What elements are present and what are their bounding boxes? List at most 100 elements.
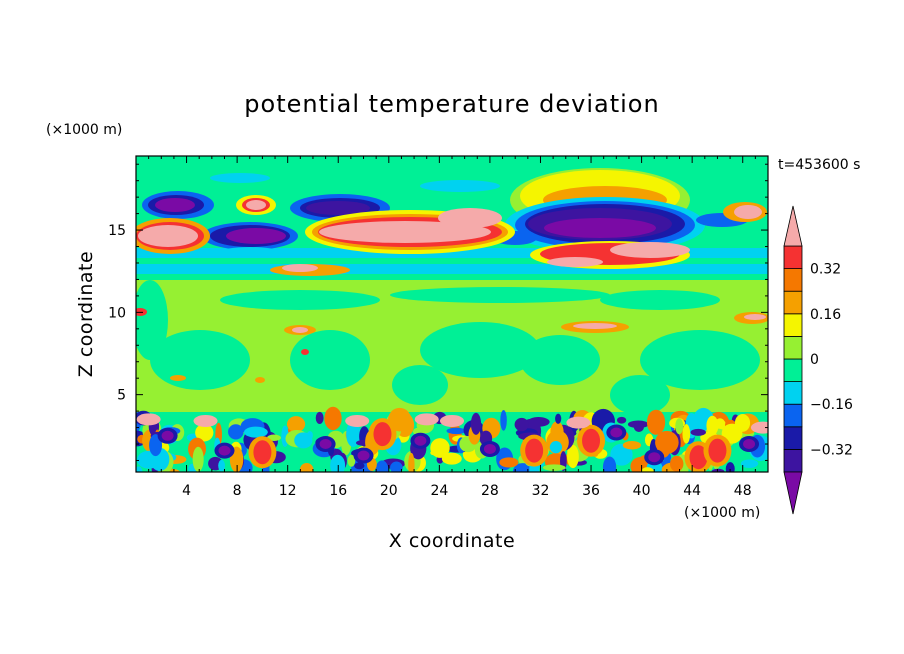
x-axis-label: X coordinate — [389, 530, 515, 552]
pbl-cell — [192, 446, 204, 472]
x-axis-ticks: 4 8 12 16 20 24 28 32 36 40 44 48 — [148, 156, 756, 499]
pbl-cell — [347, 454, 356, 467]
colorbar-low-cap — [783, 471, 803, 515]
pbl-cap — [566, 416, 591, 429]
y-tick-label: 15 — [108, 223, 126, 239]
pbl-cell — [711, 468, 725, 472]
pbl-cell — [633, 422, 644, 432]
pbl-cell — [136, 466, 143, 472]
colorbar-high-cap — [783, 205, 803, 247]
pbl-cell — [549, 441, 563, 454]
pbl-cell — [514, 417, 529, 432]
colorbar-segment — [783, 313, 803, 337]
pbl-cell — [567, 444, 579, 469]
pbl-cell — [725, 462, 735, 472]
pbl-cell — [330, 454, 346, 472]
pbl-cell — [740, 459, 759, 468]
pbl-cell — [294, 432, 313, 449]
pbl-cell — [706, 415, 719, 436]
pbl-cell — [610, 443, 633, 466]
y-tick-label: 10 — [108, 305, 126, 321]
x-tick-label: 8 — [233, 483, 242, 499]
pbl-cell — [195, 423, 214, 442]
pbl-cell — [446, 427, 467, 435]
tropopause-cyan-band — [136, 248, 768, 258]
upper-layer-structures — [136, 168, 767, 276]
x-tick-label: 36 — [582, 483, 600, 499]
pbl-cell — [669, 455, 684, 472]
pbl-cold-core — [161, 430, 174, 441]
x-tick-label: 4 — [182, 483, 191, 499]
pbl-cell — [218, 459, 225, 472]
pbl-cell — [550, 421, 564, 443]
y-tick-label: 5 — [117, 388, 126, 404]
colorbar-segment — [783, 403, 803, 428]
pbl-cold-core — [743, 439, 756, 450]
boundary-layer-turbulence — [136, 406, 768, 472]
pbl-plume-core — [708, 438, 727, 463]
time-label: t=453600 s — [778, 157, 860, 173]
y-axis-ticks: 5 10 15 — [108, 163, 768, 461]
x-tick-label: 16 — [329, 483, 347, 499]
pbl-cell — [470, 412, 482, 435]
pbl-cold-core — [648, 452, 661, 463]
colorbar-segment — [783, 290, 803, 315]
pbl-cap — [345, 414, 370, 427]
colorbar-tick-label: 0 — [810, 352, 819, 368]
pbl-plume-core — [253, 440, 272, 465]
pbl-cell — [542, 464, 566, 471]
colorbar-tick-label: −0.32 — [810, 442, 853, 458]
pbl-cell — [500, 409, 507, 431]
colorbar-segment — [783, 335, 803, 360]
colorbar-tick-label: 0.16 — [810, 307, 841, 323]
pbl-plume-core — [689, 445, 708, 470]
pbl-cell — [408, 452, 415, 472]
colorbar-segment — [783, 426, 803, 450]
colorbar-segment — [783, 448, 803, 473]
pbl-cell — [675, 418, 684, 435]
pbl-plume-core — [373, 422, 392, 447]
pbl-cell — [441, 452, 462, 465]
pbl-cap — [440, 414, 464, 427]
pbl-cell — [324, 406, 342, 431]
x-unit-label: (×1000 m) — [684, 505, 760, 521]
x-tick-label: 48 — [734, 483, 752, 499]
pbl-cell — [430, 449, 446, 456]
chart-title: potential temperature deviation — [244, 90, 659, 118]
pbl-cold-core — [483, 443, 496, 454]
pbl-cell — [655, 430, 679, 454]
pbl-cell — [616, 416, 627, 424]
pbl-cell — [602, 456, 617, 472]
pbl-cell — [555, 413, 562, 424]
x-tick-label: 28 — [481, 483, 499, 499]
contour-field — [136, 156, 768, 472]
pbl-cold-core — [357, 450, 370, 461]
pbl-cap — [193, 414, 218, 427]
pbl-cap — [136, 413, 161, 426]
pbl-cap — [414, 413, 439, 426]
pbl-cold-core — [610, 427, 623, 438]
colorbar-segment — [783, 358, 803, 383]
colorbar-segment — [783, 245, 803, 270]
pbl-cell — [690, 428, 706, 436]
pbl-cap — [750, 421, 768, 434]
pbl-cell — [682, 424, 691, 444]
colorbar-tick-label: −0.16 — [810, 397, 853, 413]
pbl-cell — [243, 426, 268, 438]
y-unit-label: (×1000 m) — [46, 122, 122, 138]
colorbar-segment — [783, 381, 803, 405]
pbl-cell — [149, 434, 163, 457]
pbl-cell — [375, 460, 389, 472]
pbl-plume-core — [582, 428, 601, 453]
colorbar-segment — [783, 268, 803, 292]
pbl-cell — [646, 409, 666, 435]
colorbar: 0.32 0.16 0 −0.16 −0.32 — [783, 205, 853, 515]
pbl-cell — [286, 416, 306, 433]
pbl-cell — [354, 462, 365, 470]
pbl-cold-core — [414, 435, 427, 446]
x-tick-label: 40 — [633, 483, 651, 499]
x-tick-label: 24 — [430, 483, 448, 499]
pbl-cold-core — [319, 439, 332, 450]
x-tick-label: 44 — [683, 483, 701, 499]
